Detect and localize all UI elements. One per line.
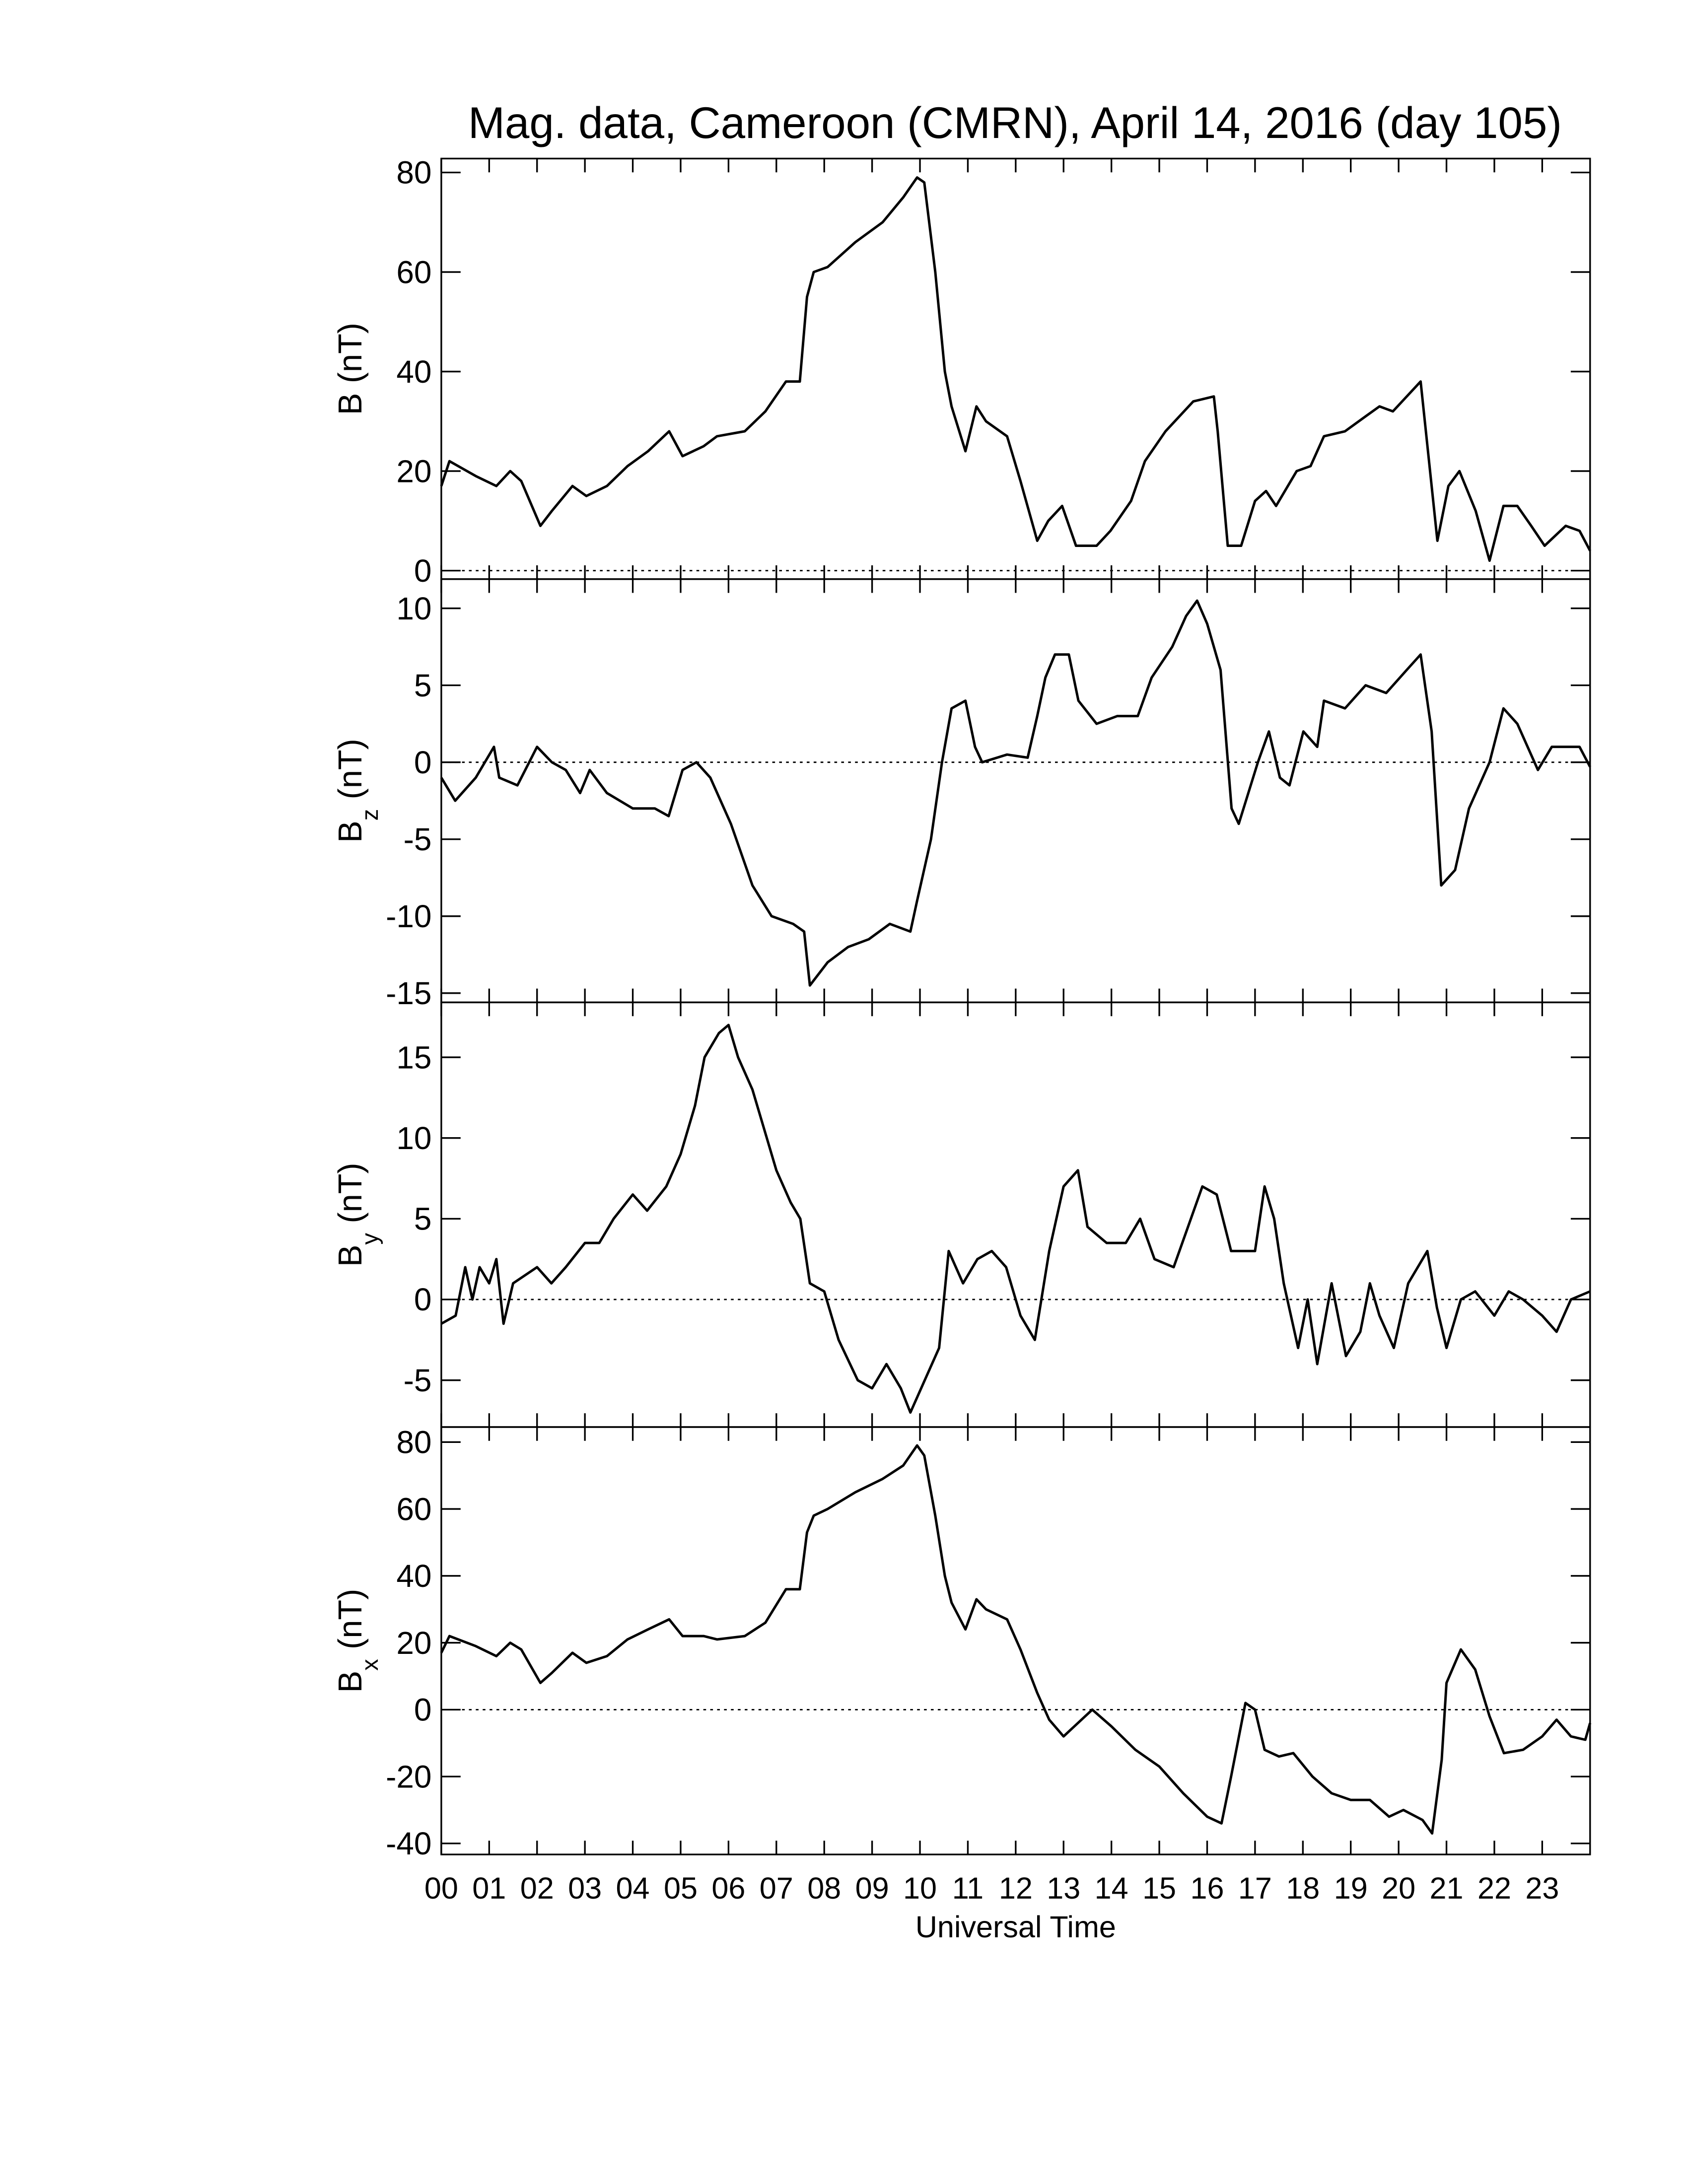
- x-tick-label: 06: [711, 1871, 745, 1905]
- y-tick-label: 15: [396, 1039, 431, 1075]
- x-tick-label: 14: [1095, 1871, 1128, 1905]
- y-axis-label: By (nT): [332, 1162, 383, 1267]
- y-tick-label: 0: [414, 745, 432, 780]
- y-tick-label: 0: [414, 1282, 432, 1317]
- y-tick-label: 80: [396, 1425, 431, 1460]
- x-tick-label: 18: [1286, 1871, 1320, 1905]
- y-tick-label: 80: [396, 155, 431, 191]
- y-tick-label: 60: [396, 1491, 431, 1527]
- y-tick-label: 0: [414, 1692, 432, 1728]
- x-tick-label: 23: [1525, 1871, 1559, 1905]
- y-axis-symbol: B: [332, 393, 369, 415]
- y-tick-label: 0: [414, 553, 432, 589]
- y-axis-label: Bz (nT): [332, 739, 383, 843]
- y-axis-symbol: B: [332, 1671, 369, 1693]
- y-tick-label: -20: [386, 1759, 431, 1794]
- x-tick-label: 12: [999, 1871, 1033, 1905]
- x-tick-label: 15: [1142, 1871, 1176, 1905]
- x-tick-label: 13: [1047, 1871, 1080, 1905]
- y-tick-label: -10: [386, 898, 431, 934]
- x-tick-label: 08: [807, 1871, 841, 1905]
- data-line: [440, 1444, 1592, 1835]
- y-tick-label: 5: [414, 1201, 432, 1237]
- x-tick-label: 21: [1430, 1871, 1464, 1905]
- y-tick-label: 5: [414, 668, 432, 703]
- x-tick-label: 04: [616, 1871, 650, 1905]
- y-tick-label: 20: [396, 1625, 431, 1661]
- x-tick-label: 17: [1238, 1871, 1272, 1905]
- panel-frame: [440, 1001, 1591, 1428]
- x-tick-label: 16: [1190, 1871, 1224, 1905]
- x-tick-label: 01: [472, 1871, 506, 1905]
- x-axis-label: Universal Time: [915, 1910, 1116, 1944]
- y-axis-subscript: x: [357, 1659, 383, 1671]
- y-axis-unit: (nT): [332, 1589, 369, 1649]
- y-tick-label: -5: [404, 1363, 432, 1398]
- panel-frame: [440, 578, 1591, 1004]
- data-line: [440, 1024, 1591, 1414]
- y-tick-label: 40: [396, 354, 431, 390]
- chart-title: Mag. data, Cameroon (CMRN), April 14, 20…: [468, 98, 1562, 147]
- y-tick-label: -40: [386, 1826, 431, 1861]
- y-axis-subscript: z: [357, 809, 383, 821]
- panel-frame: [440, 157, 1591, 580]
- y-axis-label: B (nT): [332, 323, 369, 415]
- y-axis-unit: (nT): [332, 323, 369, 383]
- x-tick-label: 02: [520, 1871, 554, 1905]
- x-tick-label: 00: [424, 1871, 458, 1905]
- x-tick-label: 22: [1477, 1871, 1511, 1905]
- x-tick-label: 11: [952, 1871, 984, 1905]
- y-tick-label: 40: [396, 1558, 431, 1594]
- x-tick-label: 03: [568, 1871, 602, 1905]
- y-tick-label: 60: [396, 254, 431, 290]
- y-tick-label: 20: [396, 453, 431, 489]
- y-axis-subscript: y: [357, 1233, 383, 1245]
- y-tick-label: -5: [404, 821, 432, 857]
- y-tick-label: -15: [386, 975, 431, 1011]
- x-tick-label: 05: [664, 1871, 698, 1905]
- y-tick-label: 10: [396, 591, 431, 626]
- x-tick-label: 07: [760, 1871, 793, 1905]
- x-tick-label: 09: [855, 1871, 889, 1905]
- y-axis-symbol: B: [332, 820, 369, 842]
- y-axis-unit: (nT): [332, 739, 369, 799]
- x-tick-label: 19: [1334, 1871, 1368, 1905]
- y-tick-label: 10: [396, 1120, 431, 1156]
- x-tick-label: 10: [903, 1871, 937, 1905]
- y-axis-unit: (nT): [332, 1162, 369, 1223]
- y-axis-label: Bx (nT): [332, 1589, 383, 1693]
- x-tick-label: 20: [1382, 1871, 1415, 1905]
- data-line: [440, 176, 1591, 562]
- y-axis-symbol: B: [332, 1245, 369, 1267]
- data-line: [440, 599, 1591, 987]
